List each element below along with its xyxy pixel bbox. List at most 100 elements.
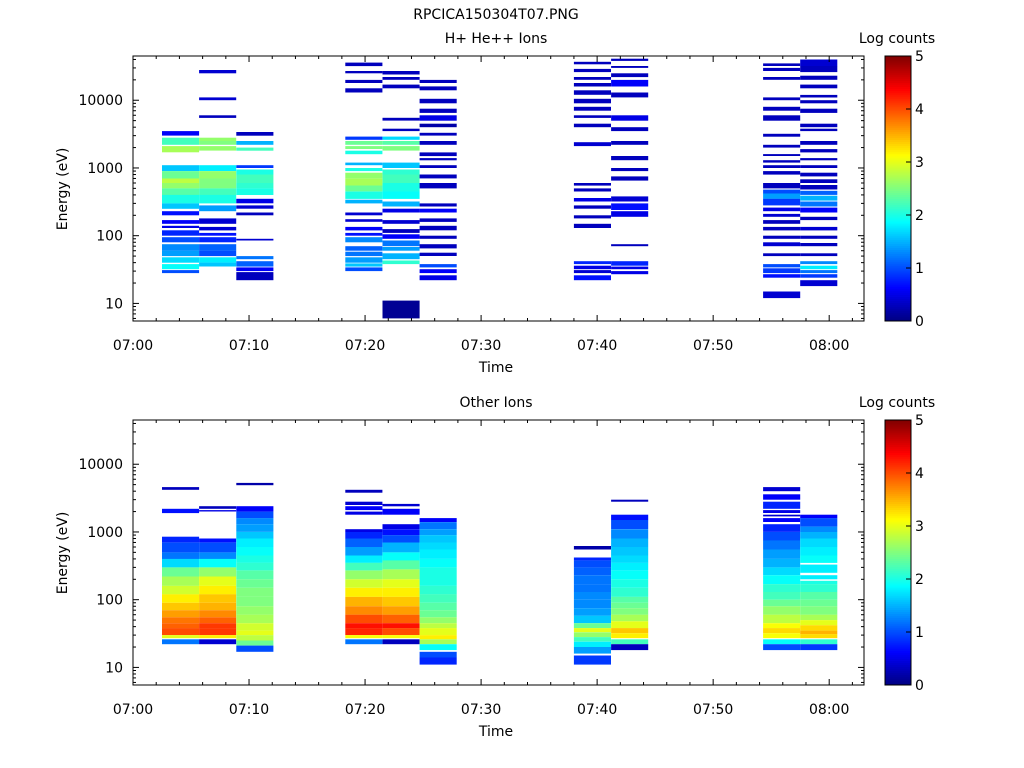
colorbar-segment <box>885 446 911 449</box>
data-cell <box>382 639 420 645</box>
colorbar-segment <box>885 139 911 143</box>
colorbar-segment <box>885 300 911 304</box>
colorbar-segment <box>885 80 911 83</box>
data-cell <box>611 547 649 556</box>
data-cell <box>800 620 838 626</box>
data-cell <box>573 261 611 265</box>
data-cell <box>199 262 237 267</box>
data-cell <box>236 614 274 624</box>
x-tick-label: 07:10 <box>229 702 269 718</box>
data-cell <box>236 635 274 641</box>
data-cell <box>573 61 611 65</box>
colorbar-segment <box>885 119 911 122</box>
data-cell <box>236 538 274 547</box>
data-cell <box>236 205 274 209</box>
colorbar-segment <box>885 634 911 637</box>
data-cell <box>611 614 649 622</box>
colorbar-segment <box>885 182 911 185</box>
data-cell <box>382 136 420 140</box>
data-cell <box>800 172 838 177</box>
data-cell <box>345 267 383 272</box>
colorbar-segment <box>885 237 911 240</box>
data-cell <box>199 171 237 179</box>
colorbar-segment <box>885 668 911 672</box>
colorbar-segment <box>885 310 911 314</box>
colorbar-segment <box>885 566 911 570</box>
data-cell <box>236 555 274 563</box>
data-cell <box>382 234 420 239</box>
data-cell <box>345 511 383 515</box>
colorbar-segment <box>885 64 911 67</box>
data-cell <box>419 558 457 568</box>
colorbar-segment <box>885 194 911 198</box>
data-cell <box>763 226 801 231</box>
data-cell <box>382 208 420 213</box>
data-cell <box>162 146 200 153</box>
colorbar-segment <box>885 556 911 560</box>
colorbar-segment <box>885 570 911 574</box>
colorbar-segment <box>885 149 911 153</box>
colorbar-segment <box>885 98 911 102</box>
data-cell <box>236 596 274 607</box>
colorbar-segment <box>885 109 911 112</box>
data-cell <box>382 71 420 75</box>
colorbar-segment <box>885 521 911 525</box>
colorbar-segment <box>885 611 911 615</box>
colorbar-segment <box>885 117 911 120</box>
data-cell <box>345 489 383 493</box>
data-cell <box>199 510 237 512</box>
data-cell <box>763 291 801 299</box>
data-cell <box>419 79 457 83</box>
data-cell <box>419 132 457 136</box>
data-cell <box>162 225 200 228</box>
colorbar-segment <box>885 174 911 177</box>
data-cell <box>419 535 457 543</box>
colorbar-segment <box>885 172 911 175</box>
colorbar-segment <box>885 215 911 218</box>
data-cell <box>611 538 649 547</box>
colorbar-segment <box>885 589 911 592</box>
data-cell <box>800 265 838 270</box>
data-cell <box>345 263 383 267</box>
data-cell <box>382 191 420 199</box>
colorbar-segment <box>885 470 911 474</box>
data-cell <box>419 602 457 611</box>
y-tick-label: 10000 <box>78 93 123 109</box>
data-cell <box>611 79 649 87</box>
data-cell <box>611 621 649 629</box>
colorbar-segment <box>885 286 911 289</box>
x-tick-label: 07:30 <box>461 338 501 354</box>
data-cell <box>763 144 801 148</box>
data-cell <box>382 579 420 588</box>
colorbar-segment <box>885 503 911 507</box>
data-cell <box>800 518 838 527</box>
data-cell <box>419 639 457 645</box>
colorbar-segment <box>885 540 911 543</box>
colorbar-segment <box>885 664 911 668</box>
data-cell <box>573 623 611 629</box>
data-cell <box>162 165 200 172</box>
data-cell <box>162 639 200 645</box>
data-cell <box>345 587 383 597</box>
colorbar-segment <box>885 96 911 100</box>
colorbar-segment <box>885 558 911 562</box>
colorbar-segment <box>885 548 911 551</box>
data-cell <box>419 610 457 618</box>
data-cell <box>345 506 383 511</box>
colorbar-segment <box>885 102 911 106</box>
colorbar-tick-label: 3 <box>915 155 924 171</box>
data-cell <box>611 555 649 563</box>
colorbar-segment <box>885 298 911 302</box>
data-cell <box>763 106 801 111</box>
colorbar-segment <box>885 499 911 502</box>
data-cell <box>419 651 457 658</box>
data-cell <box>419 225 457 231</box>
colorbar-segment <box>885 72 911 75</box>
colorbar-segment <box>885 534 911 537</box>
data-cell <box>800 630 838 635</box>
colorbar-segment <box>885 644 911 647</box>
colorbar-segment <box>885 178 911 181</box>
colorbar-segment <box>885 636 911 639</box>
colorbar-segment <box>885 155 911 159</box>
